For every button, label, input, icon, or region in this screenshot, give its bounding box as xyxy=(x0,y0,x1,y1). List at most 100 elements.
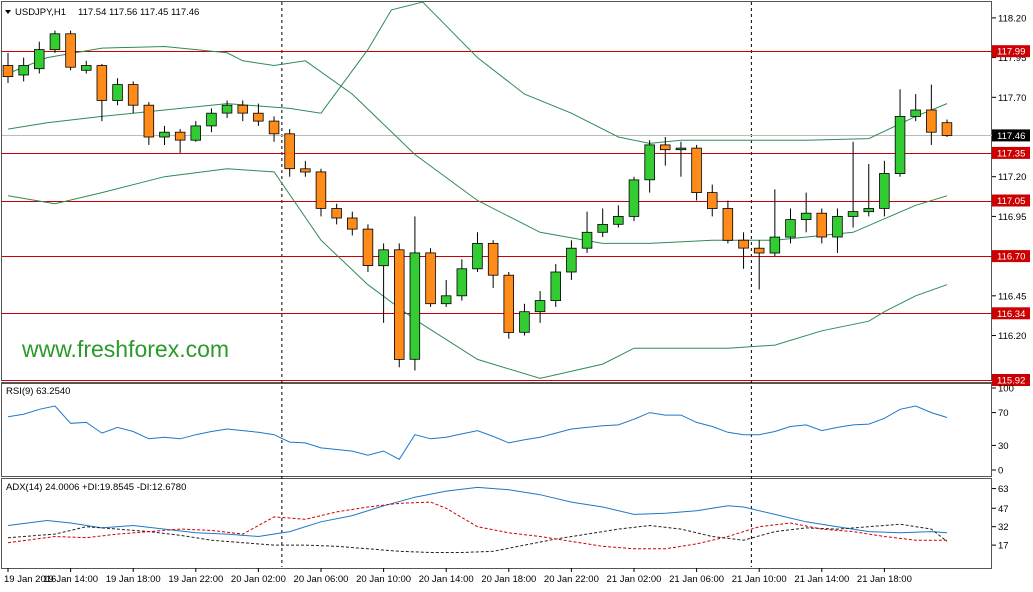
candle-body xyxy=(894,116,906,175)
candle-22 xyxy=(346,211,358,236)
candle-36 xyxy=(566,240,577,280)
candle-body xyxy=(534,300,546,313)
di-plus-line xyxy=(7,523,948,553)
symbol-dropdown-icon[interactable] xyxy=(5,10,11,14)
candle-body xyxy=(910,109,921,117)
candle-body xyxy=(159,131,170,138)
candle-body xyxy=(127,84,139,106)
candle-52 xyxy=(816,208,828,244)
candle-body xyxy=(18,65,29,76)
candle-body xyxy=(96,65,108,101)
rsi-panel-frame xyxy=(1,382,992,477)
candle-body xyxy=(456,268,468,297)
candle-55 xyxy=(863,164,875,217)
candle-body xyxy=(300,168,311,173)
candle-body xyxy=(581,231,593,249)
level-price-tag-text: 117.05 xyxy=(997,196,1025,207)
rsi-axis: 100 70 30 0 xyxy=(992,384,1014,477)
level-price-tag-1: 117.35 xyxy=(992,146,1030,159)
bollinger-lower-line xyxy=(7,168,948,379)
candle-32 xyxy=(503,272,514,339)
candle-body xyxy=(550,271,562,302)
candle-20 xyxy=(315,168,327,217)
candle-54 xyxy=(847,141,859,228)
level-price-tag-0: 117.99 xyxy=(992,45,1030,58)
candle-body xyxy=(174,131,186,141)
candle-body xyxy=(268,120,280,135)
adx-axis-tick-label: 17 xyxy=(998,541,1009,552)
candle-50 xyxy=(785,208,796,244)
candle-body xyxy=(675,147,687,151)
price-axis-tick-label: 118.20 xyxy=(998,13,1026,24)
symbol-label: USDJPY,H1 xyxy=(15,7,66,18)
candle-26 xyxy=(409,216,421,371)
level-price-tag-3: 116.70 xyxy=(992,250,1030,263)
level-price-tag-bg xyxy=(992,374,1030,386)
candle-6 xyxy=(96,63,108,122)
candle-44 xyxy=(691,144,702,201)
candle-47 xyxy=(738,232,749,269)
candle-body xyxy=(800,212,812,220)
candle-body xyxy=(65,33,76,68)
rsi-line xyxy=(7,405,948,460)
adx-title: ADX(14) 24.0006 +DI:19.8545 -DI:12.6780 xyxy=(6,482,186,493)
adx-axis-tick-label: 32 xyxy=(998,522,1009,533)
candle-body xyxy=(331,208,342,219)
candle-body xyxy=(472,242,483,270)
candle-58 xyxy=(910,94,921,122)
candle-body xyxy=(863,208,875,213)
candle-45 xyxy=(707,184,718,217)
candle-body xyxy=(378,249,389,267)
time-tick-label: 20 Jan 14:00 xyxy=(419,574,474,585)
candle-body xyxy=(503,274,514,333)
candle-48 xyxy=(753,240,765,290)
candle-body xyxy=(315,171,327,209)
candle-body xyxy=(879,173,890,209)
candle-19 xyxy=(300,160,311,177)
price-axis: 118.20 117.95 117.70 117.20 116.95 116.45 116.… xyxy=(992,13,1030,387)
candle-body xyxy=(253,112,264,122)
price-axis-tick-label: 117.95 xyxy=(998,53,1026,64)
candle-4 xyxy=(65,30,76,71)
candle-3 xyxy=(49,30,61,53)
candle-body xyxy=(393,249,405,360)
bollinger-upper-line xyxy=(7,1,948,144)
time-tick-label: 21 Jan 18:00 xyxy=(857,574,912,585)
rsi-axis-tick-label: 0 xyxy=(998,466,1003,477)
candle-31 xyxy=(487,240,499,288)
candle-body xyxy=(753,247,765,254)
adx-axis-tick-label: 47 xyxy=(998,504,1009,515)
time-tick-label: 21 Jan 10:00 xyxy=(732,574,787,585)
candle-12 xyxy=(190,121,201,142)
candle-30 xyxy=(472,232,483,272)
price-axis-tick-label: 116.95 xyxy=(998,212,1026,223)
candle-33 xyxy=(519,303,530,336)
time-tick-label: 20 Jan 10:00 xyxy=(356,574,411,585)
candles xyxy=(2,30,953,371)
di-minus-line xyxy=(7,501,947,550)
candle-49 xyxy=(769,189,781,257)
candle-34 xyxy=(534,291,546,323)
candle-10 xyxy=(159,125,170,145)
candle-body xyxy=(237,104,248,114)
time-tick-label: 20 Jan 22:00 xyxy=(544,574,599,585)
time-tick-label: 20 Jan 02:00 xyxy=(231,574,286,585)
candle-15 xyxy=(237,100,248,122)
candle-body xyxy=(707,192,718,209)
candle-9 xyxy=(143,102,155,145)
level-price-tag-bg xyxy=(992,307,1030,320)
candle-13 xyxy=(206,108,217,133)
level-price-tag-bg xyxy=(992,194,1030,207)
level-price-tag-bg xyxy=(992,45,1030,58)
time-tick-label: 20 Jan 18:00 xyxy=(481,574,536,585)
candle-46 xyxy=(722,200,734,244)
candle-body xyxy=(816,212,828,238)
candle-16 xyxy=(253,103,264,126)
candle-body xyxy=(613,215,624,225)
candle-56 xyxy=(879,160,890,217)
ohlc-label: 117.54 117.56 117.45 117.46 xyxy=(78,7,199,18)
